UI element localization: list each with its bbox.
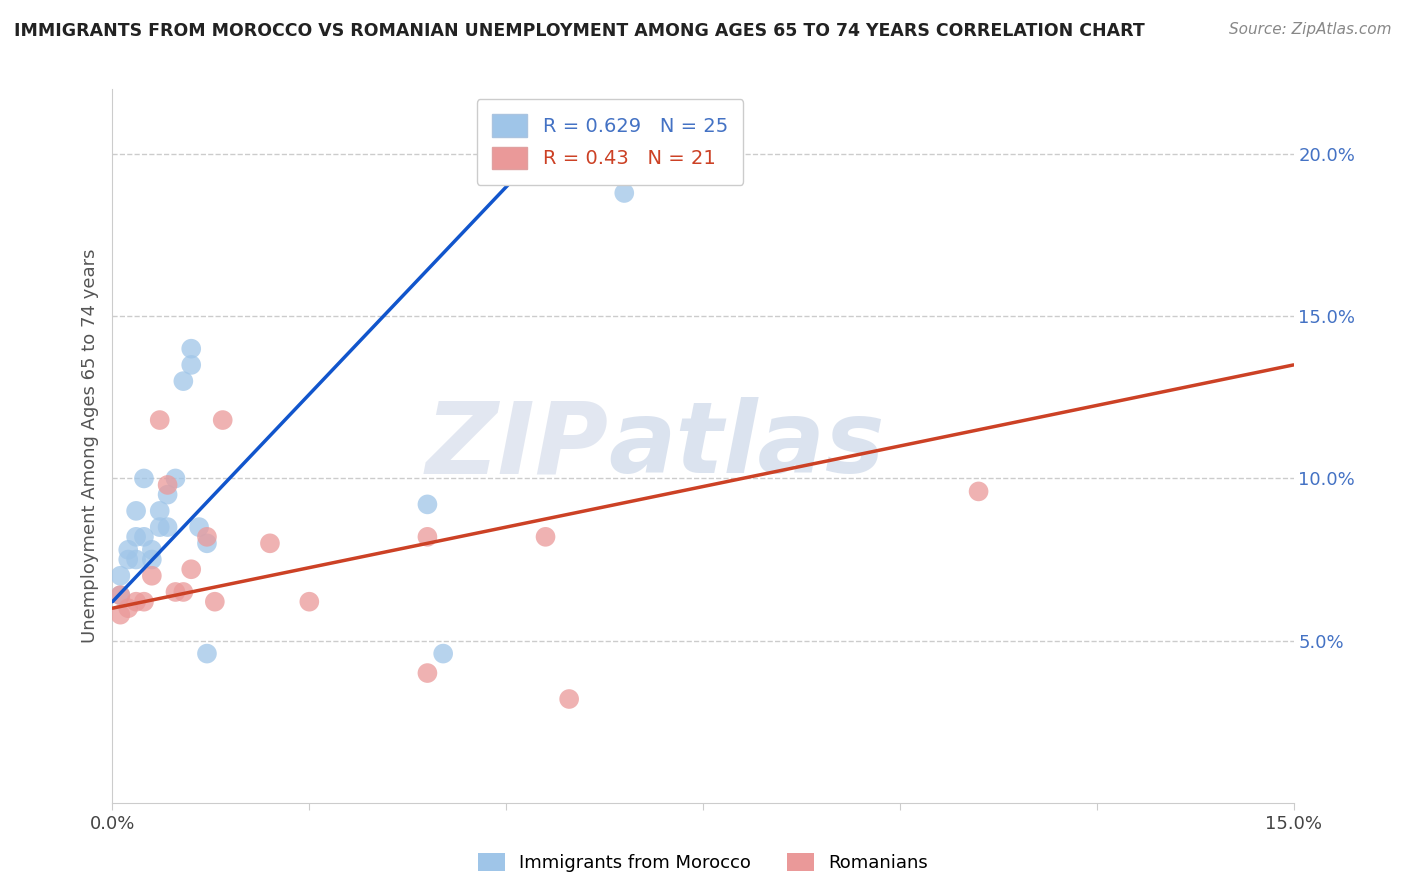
Point [141, 552, 163, 566]
Point [613, 186, 636, 200]
Point [195, 530, 218, 544]
Point [125, 552, 148, 566]
Point [156, 488, 179, 502]
Point [110, 568, 132, 582]
Point [156, 478, 179, 492]
Point [149, 413, 172, 427]
Point [534, 530, 557, 544]
Point [149, 520, 172, 534]
Point [188, 520, 211, 534]
Point [125, 595, 148, 609]
Text: ZIP: ZIP [426, 398, 609, 494]
Point [149, 504, 172, 518]
Point [165, 471, 187, 485]
Legend: R = 0.629   N = 25, R = 0.43   N = 21: R = 0.629 N = 25, R = 0.43 N = 21 [477, 99, 744, 185]
Text: atlas: atlas [609, 398, 884, 494]
Point [416, 530, 439, 544]
Text: Source: ZipAtlas.com: Source: ZipAtlas.com [1229, 22, 1392, 37]
Point [125, 504, 148, 518]
Point [132, 471, 155, 485]
Text: IMMIGRANTS FROM MOROCCO VS ROMANIAN UNEMPLOYMENT AMONG AGES 65 TO 74 YEARS CORRE: IMMIGRANTS FROM MOROCCO VS ROMANIAN UNEM… [14, 22, 1144, 40]
Point [180, 358, 202, 372]
Point [117, 601, 139, 615]
Point [416, 666, 439, 681]
Point [195, 647, 218, 661]
Point [110, 607, 132, 622]
Y-axis label: Unemployment Among Ages 65 to 74 years: Unemployment Among Ages 65 to 74 years [80, 249, 98, 643]
Point [195, 536, 218, 550]
Point [132, 530, 155, 544]
Point [165, 585, 187, 599]
Point [172, 585, 194, 599]
Point [172, 374, 194, 388]
Point [211, 413, 233, 427]
Point [141, 568, 163, 582]
Point [558, 692, 581, 706]
Point [967, 484, 990, 499]
Point [416, 497, 439, 511]
Point [432, 647, 454, 661]
Point [298, 595, 321, 609]
Point [117, 542, 139, 557]
Point [117, 552, 139, 566]
Point [132, 595, 155, 609]
Point [259, 536, 281, 550]
Point [180, 342, 202, 356]
Point [180, 562, 202, 576]
Point [204, 595, 226, 609]
Point [110, 588, 132, 602]
Point [110, 588, 132, 602]
Point [156, 520, 179, 534]
Point [141, 542, 163, 557]
Point [125, 530, 148, 544]
